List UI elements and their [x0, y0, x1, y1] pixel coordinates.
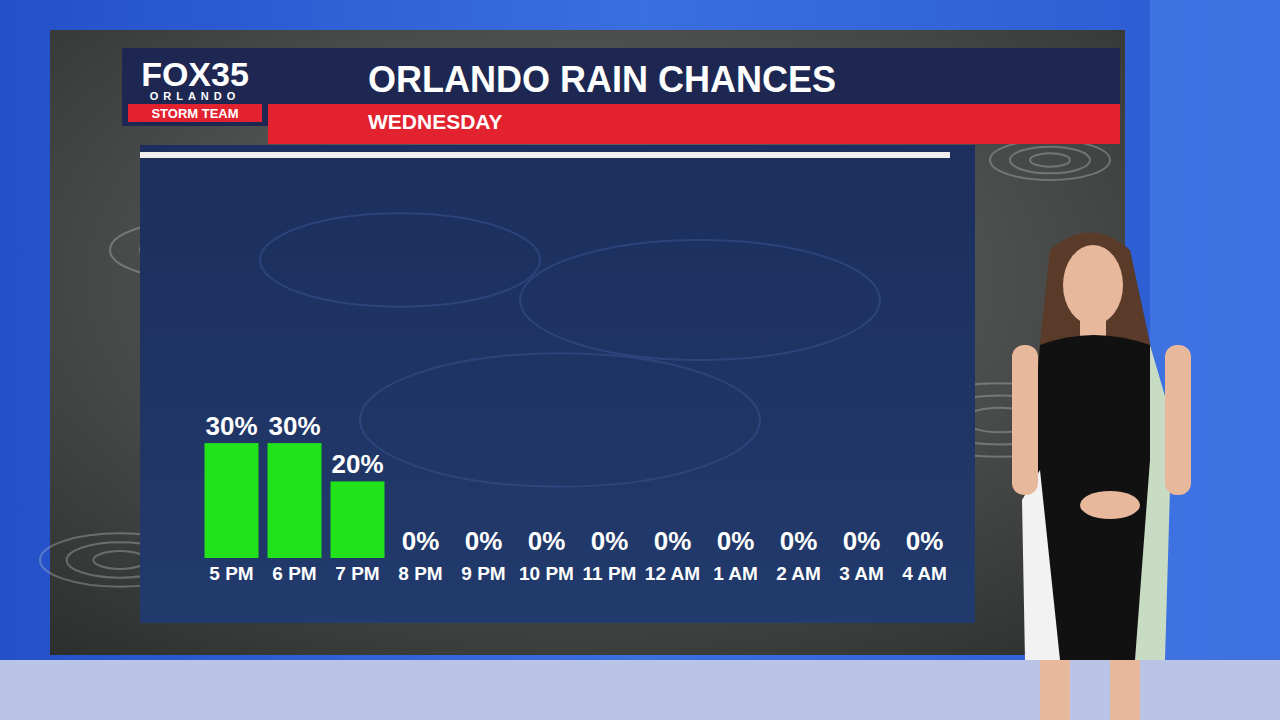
- category-label: 1 AM: [713, 563, 758, 584]
- data-label: 0%: [906, 526, 944, 556]
- data-label: 30%: [268, 411, 320, 441]
- bar: [331, 481, 385, 558]
- leg: [1110, 660, 1140, 720]
- data-label: 0%: [591, 526, 629, 556]
- category-label: 10 PM: [519, 563, 574, 584]
- bar: [394, 558, 448, 559]
- studio-background: [0, 0, 1280, 720]
- category-label: 8 PM: [398, 563, 442, 584]
- chart-title: ORLANDO RAIN CHANCES: [368, 59, 836, 100]
- title-band: [268, 48, 1120, 104]
- presenter: [1012, 233, 1191, 720]
- category-label: 3 AM: [839, 563, 884, 584]
- data-label: 0%: [402, 526, 440, 556]
- category-label: 9 PM: [461, 563, 505, 584]
- category-label: 11 PM: [583, 563, 637, 584]
- logo-text: STORM TEAM: [151, 106, 238, 121]
- category-label: 4 AM: [902, 563, 947, 584]
- category-label: 6 PM: [272, 563, 316, 584]
- bar: [205, 443, 259, 558]
- ripple: [1010, 147, 1090, 174]
- data-label: 0%: [780, 526, 818, 556]
- studio-floor: [0, 660, 1280, 720]
- logo-box: [122, 48, 268, 126]
- bar: [772, 558, 826, 559]
- data-label: 0%: [528, 526, 566, 556]
- arm: [1165, 345, 1191, 495]
- category-label: 12 AM: [645, 563, 700, 584]
- logo-text: FOX35: [141, 55, 249, 93]
- bar: [709, 558, 763, 559]
- screen: [50, 30, 1125, 655]
- logo-text: ORLANDO: [150, 90, 241, 102]
- data-label: 30%: [205, 411, 257, 441]
- panel-ripple: [520, 240, 880, 360]
- category-label: 2 AM: [776, 563, 821, 584]
- bars: [205, 443, 385, 558]
- ripple: [93, 551, 146, 569]
- hands: [1080, 491, 1140, 519]
- ripple: [1030, 153, 1070, 166]
- bar: [898, 558, 952, 559]
- bar: [583, 558, 637, 559]
- data-label: 0%: [717, 526, 755, 556]
- bar: [457, 558, 511, 559]
- arm: [1012, 345, 1038, 495]
- category-label: 5 PM: [209, 563, 253, 584]
- data-label: 0%: [465, 526, 503, 556]
- logo-strip: [128, 104, 262, 122]
- chart-subtitle: WEDNESDAY: [368, 110, 503, 133]
- leg: [1040, 660, 1070, 720]
- panel-ripple: [360, 353, 760, 486]
- bar: [835, 558, 889, 559]
- data-label: 0%: [654, 526, 692, 556]
- chart-panel: [140, 145, 975, 623]
- panel-ripple: [260, 213, 540, 306]
- category-label: 7 PM: [335, 563, 379, 584]
- subtitle-band: [268, 104, 1120, 144]
- dress-panel: [1022, 470, 1060, 660]
- labels: 30% 5 PM 30% 6 PM 20% 7 PM 0% 8 PM 0% 9 PM 0% 10 PM…: [205, 411, 946, 584]
- bar: [646, 558, 700, 559]
- ripple: [990, 140, 1110, 180]
- face: [1063, 245, 1123, 325]
- bar: [520, 558, 574, 559]
- panel-top-line: [140, 152, 950, 158]
- data-label: 20%: [331, 449, 383, 479]
- studio-panel: [1150, 0, 1280, 660]
- bar: [268, 443, 322, 558]
- data-label: 0%: [843, 526, 881, 556]
